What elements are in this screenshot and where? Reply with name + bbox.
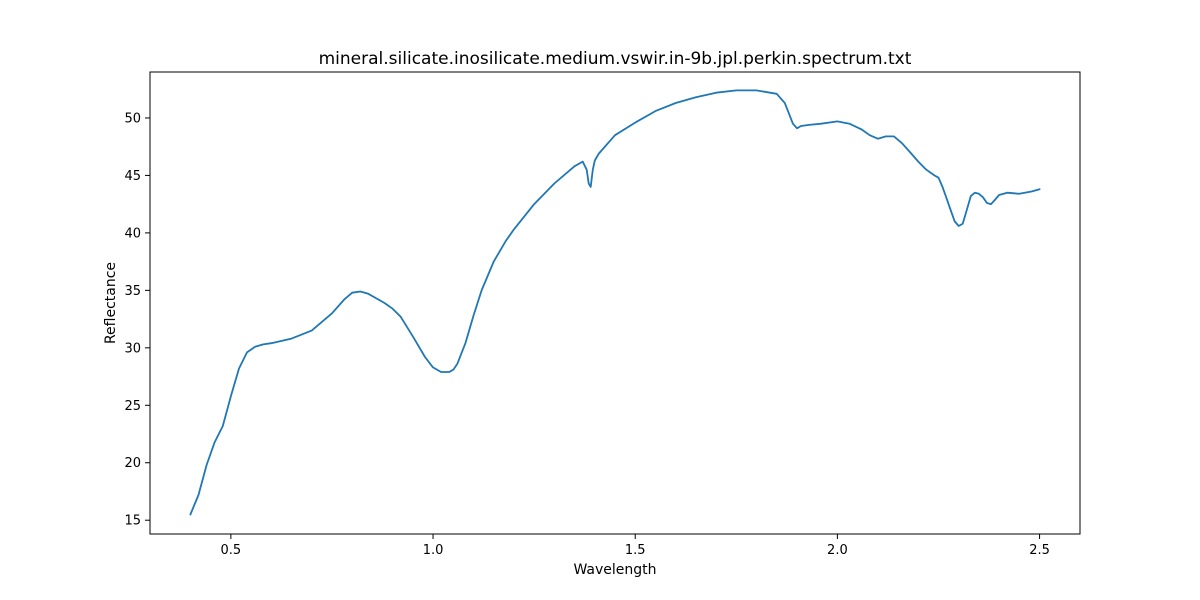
y-axis: 15 20 25 30 35 40 45 50 [124, 111, 150, 529]
y-tick-label: 50 [124, 111, 141, 126]
y-axis-label: Reflectance [103, 262, 119, 344]
y-tick-label: 15 [124, 514, 141, 529]
x-axis-label: Wavelength [573, 562, 656, 578]
y-tick-label: 30 [124, 341, 141, 356]
plot-frame [149, 71, 1081, 535]
y-tick-label: 25 [124, 399, 141, 414]
x-tick-label: 0.5 [221, 543, 242, 558]
plot-area [149, 71, 1081, 535]
x-tick-label: 1.0 [423, 543, 444, 558]
y-tick-label: 35 [124, 284, 141, 299]
x-tick-label: 2.0 [827, 543, 848, 558]
y-tick-label: 40 [124, 226, 141, 241]
x-axis: 0.5 1.0 1.5 2.0 2.5 [221, 534, 1050, 558]
y-tick-label: 45 [124, 169, 141, 184]
y-tick-label: 20 [124, 456, 141, 471]
reflectance-series-line [189, 89, 1041, 516]
x-tick-label: 1.5 [625, 543, 646, 558]
chart-title: mineral.silicate.inosilicate.medium.vswi… [319, 49, 912, 69]
series-layer [189, 89, 1041, 516]
x-tick-label: 2.5 [1029, 543, 1050, 558]
